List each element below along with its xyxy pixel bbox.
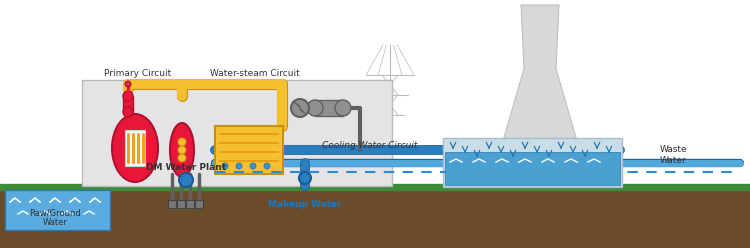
Text: DM Water Plant: DM Water Plant xyxy=(146,163,226,172)
Circle shape xyxy=(264,163,270,169)
Text: Primary Circuit: Primary Circuit xyxy=(104,69,172,78)
Bar xyxy=(195,200,203,208)
Circle shape xyxy=(222,163,228,169)
Polygon shape xyxy=(300,108,307,115)
Circle shape xyxy=(178,154,186,162)
Circle shape xyxy=(250,163,256,169)
Text: Makeup Water: Makeup Water xyxy=(268,200,342,209)
Bar xyxy=(82,80,392,186)
Polygon shape xyxy=(293,101,300,108)
Bar xyxy=(0,188,750,248)
Ellipse shape xyxy=(112,114,158,182)
Bar xyxy=(443,138,622,187)
Circle shape xyxy=(335,100,351,116)
Text: Raw/Ground
Water: Raw/Ground Water xyxy=(29,208,81,227)
Bar xyxy=(168,200,176,208)
Text: Waste
Water: Waste Water xyxy=(660,145,688,165)
Bar xyxy=(186,200,194,208)
Bar xyxy=(445,152,620,185)
Circle shape xyxy=(123,91,133,101)
Bar xyxy=(177,200,185,208)
Ellipse shape xyxy=(170,123,194,177)
Bar xyxy=(127,86,129,96)
Text: Water-steam Circuit: Water-steam Circuit xyxy=(210,69,300,78)
Bar xyxy=(0,184,750,190)
Circle shape xyxy=(236,163,242,169)
Circle shape xyxy=(178,138,186,146)
Circle shape xyxy=(299,172,311,184)
Circle shape xyxy=(178,146,186,154)
Bar xyxy=(215,126,283,174)
Circle shape xyxy=(179,173,193,187)
Circle shape xyxy=(291,99,309,117)
Bar xyxy=(123,96,133,112)
Bar xyxy=(315,100,343,116)
Text: Cooling Water Circuit: Cooling Water Circuit xyxy=(322,141,418,150)
Circle shape xyxy=(307,100,323,116)
Bar xyxy=(125,130,145,166)
Bar xyxy=(5,190,110,230)
Circle shape xyxy=(123,107,133,117)
Circle shape xyxy=(125,81,131,87)
Polygon shape xyxy=(490,5,590,186)
